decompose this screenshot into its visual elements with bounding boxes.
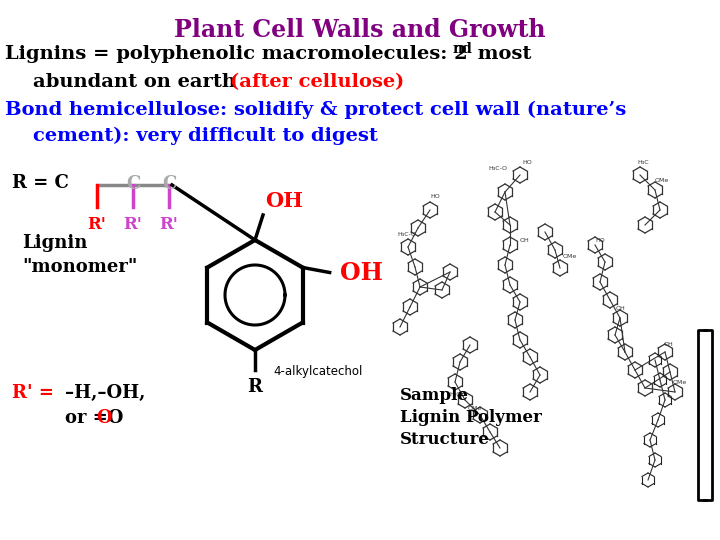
Text: nd: nd — [453, 42, 473, 56]
Text: OH: OH — [663, 342, 673, 348]
Text: OH: OH — [615, 306, 625, 310]
Text: OMe: OMe — [563, 254, 577, 260]
Text: H₃C: H₃C — [449, 393, 461, 397]
Text: R: R — [248, 378, 263, 396]
Text: HO: HO — [522, 159, 532, 165]
Text: R' =: R' = — [12, 384, 60, 402]
Text: OH: OH — [265, 191, 303, 211]
Text: most: most — [471, 45, 531, 63]
Text: R': R' — [88, 216, 107, 233]
Text: Lignin
"monomer": Lignin "monomer" — [22, 233, 138, 276]
Text: Bond hemicellulose: solidify & protect cell wall (nature’s: Bond hemicellulose: solidify & protect c… — [5, 101, 626, 119]
Text: –H,–OH,: –H,–OH, — [65, 384, 145, 402]
Text: O: O — [96, 409, 112, 427]
Text: C: C — [162, 175, 176, 193]
Text: or =O: or =O — [65, 409, 123, 427]
Text: OH: OH — [520, 238, 530, 242]
Text: cement): very difficult to digest: cement): very difficult to digest — [33, 127, 378, 145]
Text: Sample
Lignin Polymer
Structure: Sample Lignin Polymer Structure — [400, 387, 542, 448]
Text: abundant on earth: abundant on earth — [33, 73, 243, 91]
Text: HO: HO — [595, 238, 605, 242]
Text: Lignins = polyphenolic macromolecules: 2: Lignins = polyphenolic macromolecules: 2 — [5, 45, 467, 63]
Text: R': R' — [160, 216, 179, 233]
Text: R = C: R = C — [12, 174, 69, 192]
Text: OH: OH — [340, 261, 382, 286]
Text: (after cellulose): (after cellulose) — [230, 73, 404, 91]
Text: Plant Cell Walls and Growth: Plant Cell Walls and Growth — [174, 18, 546, 42]
Text: H₃C-O: H₃C-O — [488, 166, 508, 172]
Text: OMe: OMe — [468, 406, 482, 410]
Text: OMe: OMe — [673, 380, 687, 384]
Text: HO: HO — [430, 194, 440, 199]
Text: C: C — [126, 175, 140, 193]
Text: OMe: OMe — [655, 178, 669, 183]
Text: 4-alkylcatechol: 4-alkylcatechol — [273, 365, 362, 378]
Text: R': R' — [124, 216, 143, 233]
Text: H₃C-O: H₃C-O — [397, 233, 416, 238]
Text: H₃C: H₃C — [637, 159, 649, 165]
